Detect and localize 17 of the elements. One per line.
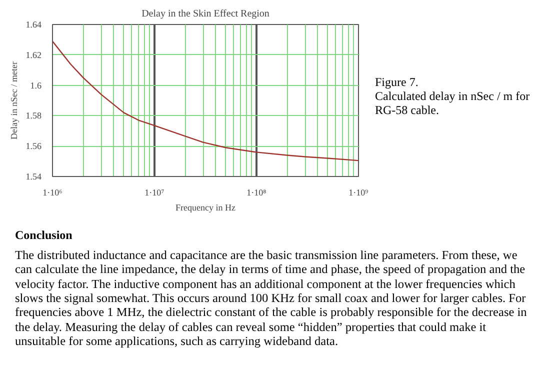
- y-tick-label: 1.64: [26, 20, 42, 30]
- text: Conclusion: [15, 227, 72, 244]
- x-tick-label: 1·10⁶: [42, 188, 62, 198]
- caption: Figure 7.: [375, 75, 418, 89]
- text: The distributed inductance and capacitance are the basic transmission line parameters. From these, we can calculate the line impedance, the delay in terms of time and phase, the speed of propagation and the velocity factor. The inductive component has an additional component at the lower frequencies which slows the signal somewhat. This occurs around 100 KHz for small coax and lower for larger cables. For frequencies above 1 MHz, the dielectric constant of the cable is probably responsible for the decrease in the delay. Measuring the delay of cables can reveal some “hidden” properties that could make it unsuitable for some applications, such as carrying wideband data.: [15, 248, 528, 348]
- y-tick-label: 1.56: [26, 141, 42, 152]
- x-tick-label: 1·10⁷: [144, 188, 164, 198]
- y-axis-title: Delay in nSec / meter: [8, 62, 19, 140]
- x-tick-label: 1·10⁸: [246, 188, 266, 198]
- x-tick-label: 1·10⁹: [348, 188, 368, 198]
- y-tick-label: 1.54: [26, 172, 42, 182]
- y-tick-label: 1.6: [30, 80, 42, 90]
- y-tick-label: 1.58: [26, 110, 42, 121]
- y-tick-label: 1.62: [26, 50, 42, 60]
- text: Calculated delay in nSec / m for RG-58 cable.: [375, 89, 530, 117]
- chart-title: Delay in the Skin Effect Region: [142, 8, 270, 20]
- x-axis-title: Frequency in Hz: [176, 202, 236, 212]
